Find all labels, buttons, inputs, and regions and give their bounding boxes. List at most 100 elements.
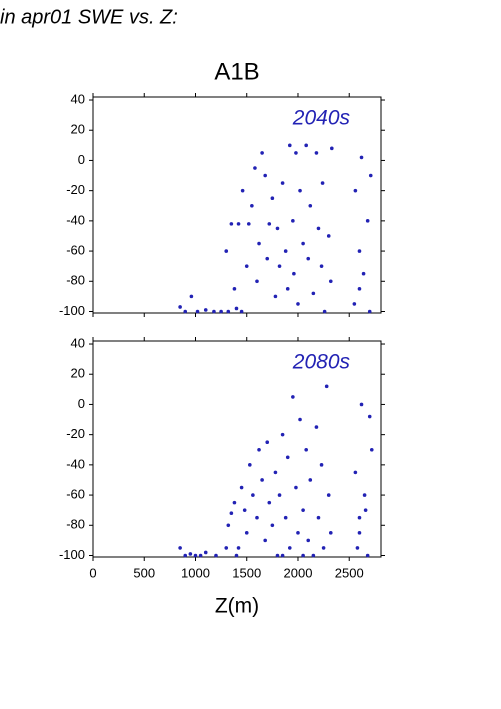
scatter-point (183, 553, 188, 558)
scatter-point (229, 222, 234, 226)
scatter-point (352, 302, 357, 306)
y-tick-label: -100 (59, 303, 85, 318)
scatter-point (367, 309, 372, 314)
y-tick-label: 0 (78, 396, 85, 411)
scatter-point (234, 306, 239, 311)
scatter-point (244, 264, 249, 268)
scatter-point (270, 523, 275, 528)
scatter-point (296, 531, 300, 535)
scatter-point (226, 309, 231, 314)
page-title: in apr01 SWE vs. Z: (0, 6, 178, 28)
y-tick-label: -60 (66, 243, 85, 258)
scatter-point (283, 515, 288, 520)
scatter-point (280, 553, 285, 558)
scatter-point (316, 515, 321, 520)
scatter-point (257, 447, 261, 452)
scatter-point (265, 440, 270, 445)
scatter-point (308, 478, 313, 482)
scatter-point (283, 249, 288, 253)
scatter-point (251, 493, 255, 497)
y-tick-label: 20 (71, 366, 85, 381)
scatter-point (301, 508, 305, 512)
scatter-point (292, 271, 296, 276)
scatter-point (246, 222, 251, 226)
scatter-point (361, 271, 366, 276)
scatter-point (255, 279, 259, 284)
scatter-point (236, 222, 241, 226)
scatter-point (260, 151, 264, 155)
scatter-point (363, 508, 368, 512)
x-tick-label: 2000 (284, 565, 313, 580)
scatter-point (291, 395, 295, 399)
scatter-point (260, 478, 264, 482)
scatter-point (277, 493, 282, 497)
scatter-point (322, 309, 327, 314)
scatter-point (234, 553, 239, 558)
scatter-point (324, 384, 329, 389)
scatter-point (294, 151, 298, 155)
scatter-point (195, 309, 200, 314)
scatter-point (285, 455, 290, 460)
scatter-point (326, 493, 331, 497)
scatter-point (193, 553, 198, 558)
scatter-point (244, 531, 249, 535)
y-tick-label: -20 (66, 426, 85, 441)
x-tick-label: 500 (133, 565, 155, 580)
y-tick-label: 40 (71, 335, 85, 350)
scatter-point (267, 222, 272, 226)
scatter-point (250, 203, 254, 208)
scatter-point (304, 143, 308, 148)
scatter-point (178, 305, 182, 309)
scatter-point (308, 203, 313, 208)
scatter-point (239, 309, 244, 314)
y-tick-label: -20 (66, 182, 85, 197)
scatter-point (301, 241, 305, 246)
plot-frame (92, 96, 382, 314)
x-tick-label: 2500 (335, 565, 364, 580)
scatter-point (314, 425, 319, 429)
scatter-point (277, 264, 282, 268)
y-tick-label: -80 (66, 273, 85, 288)
scatter-point (273, 294, 278, 299)
scatter-point (255, 515, 259, 520)
scatter-point (287, 143, 292, 148)
annotation: 2080s (292, 351, 351, 374)
x-tick-label: 1500 (232, 565, 261, 580)
scatter-point (365, 219, 370, 223)
y-tick-label: 20 (71, 122, 85, 137)
scatter-point (321, 546, 326, 550)
scatter-point (306, 538, 311, 543)
annotation: 2040s (292, 107, 351, 130)
scatter-point (326, 234, 331, 238)
scatter-point (368, 173, 373, 178)
y-tick-label: -80 (66, 517, 85, 532)
scatter-point (178, 546, 182, 550)
scatter-point (367, 414, 372, 419)
y-tick-label: -100 (59, 547, 85, 562)
scatter-point (301, 553, 305, 558)
scatter-point (232, 500, 237, 505)
scatter-point (330, 146, 334, 151)
scatter-point (226, 523, 231, 528)
scatter-point (285, 287, 290, 291)
scatter-point (357, 515, 362, 520)
scatter-point (275, 553, 280, 558)
scatter-point (298, 188, 302, 193)
scatter-point (298, 417, 302, 422)
scatter-point (328, 279, 333, 284)
scatter-point (306, 256, 311, 261)
scatter-point (203, 308, 208, 312)
scatter-point (275, 226, 280, 231)
scatter-point (320, 181, 325, 185)
scatter-point (267, 500, 272, 505)
scatter-point (263, 173, 267, 178)
scatter-point (229, 511, 234, 515)
y-tick-label: 0 (78, 152, 85, 167)
scatter-point (296, 302, 300, 306)
scatter-point (287, 546, 292, 550)
scatter-point (353, 188, 358, 193)
scatter-point (224, 249, 229, 253)
y-tick-label: -60 (66, 487, 85, 502)
scatter-point (239, 485, 244, 490)
